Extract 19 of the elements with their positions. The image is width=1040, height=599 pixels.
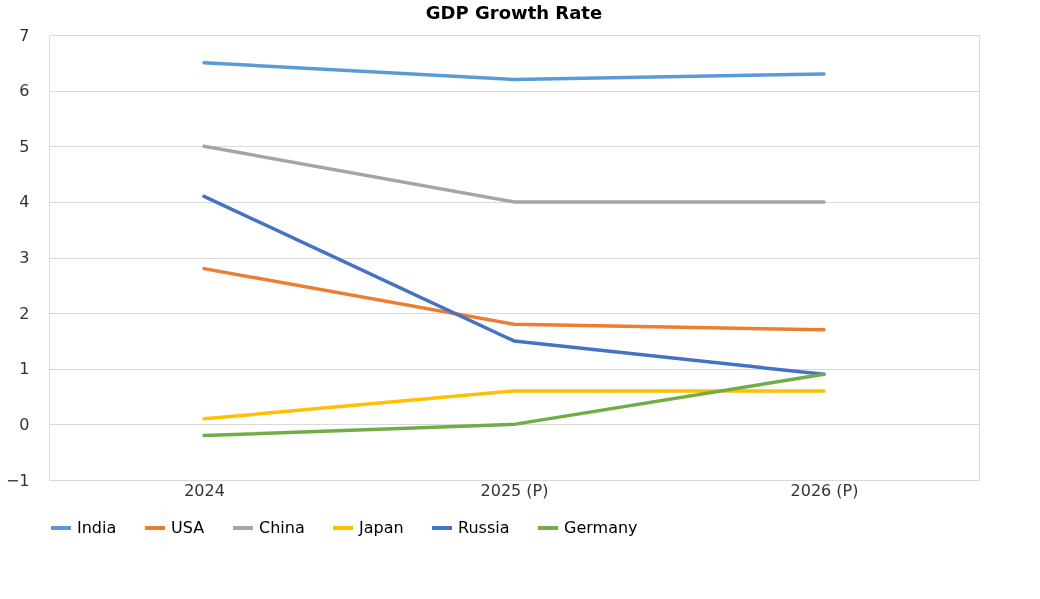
y-tick-label: 4 <box>19 192 30 212</box>
y-tick-label: 1 <box>19 359 30 379</box>
legend-label: Japan <box>358 518 404 537</box>
y-tick-label: 5 <box>19 136 30 156</box>
legend-label: USA <box>171 518 205 537</box>
x-tick-label: 2026 (P) <box>790 480 859 500</box>
chart-title: GDP Growth Rate <box>425 2 603 23</box>
legend-label: Russia <box>458 518 510 537</box>
y-tick-label: −1 <box>5 470 30 490</box>
y-tick-label: 2 <box>19 303 30 323</box>
legend-label: Germany <box>564 518 638 537</box>
legend-label: India <box>77 518 117 537</box>
y-tick-label: 6 <box>19 81 30 101</box>
y-tick-label: 7 <box>19 25 30 45</box>
x-tick-label: 2025 (P) <box>480 480 549 500</box>
y-tick-label: 3 <box>19 248 30 267</box>
legend-label: China <box>259 518 305 537</box>
x-tick-label: 2024 <box>184 480 225 500</box>
y-tick-label: 0 <box>19 414 30 434</box>
